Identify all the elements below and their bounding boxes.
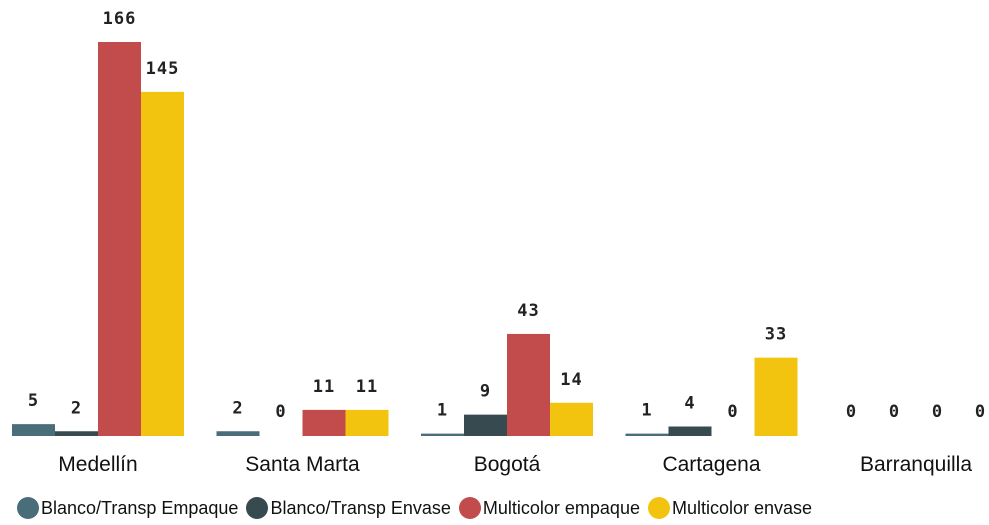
legend-swatch bbox=[647, 497, 670, 519]
legend-item: Multicolor empaque bbox=[458, 497, 640, 519]
legend: Blanco/Transp Empaque Blanco/Transp Envas… bbox=[0, 497, 989, 519]
category-labels-layer: Medellín Santa Marta Bogotá Cartagena Barran… bbox=[58, 453, 972, 476]
value-label-bogota--blanco-transp-envase: 9 bbox=[480, 382, 491, 402]
bar-santa-marta-multicolor-empaque bbox=[302, 409, 346, 436]
value-label-bogota--blanco-transp-empaque: 1 bbox=[437, 401, 448, 421]
category-label: Cartagena bbox=[662, 453, 760, 476]
legend-label: Multicolor envase bbox=[671, 497, 813, 518]
value-label-cartagena-multicolor-envase: 33 bbox=[765, 325, 787, 345]
category-label: Medellín bbox=[58, 453, 137, 476]
bar-medelli-n-multicolor-envase bbox=[141, 91, 184, 436]
value-label-cartagena-blanco-transp-envase: 4 bbox=[684, 394, 695, 414]
legend-label: Blanco/Transp Envase bbox=[270, 497, 451, 518]
category-label: Barranquilla bbox=[860, 453, 972, 476]
category-label: Bogotá bbox=[474, 453, 541, 476]
value-label-santa-marta-multicolor-envase: 11 bbox=[356, 377, 378, 397]
bar-medelli-n-multicolor-empaque bbox=[98, 42, 141, 436]
bar-bogota--multicolor-empaque bbox=[507, 333, 550, 436]
value-label-medelli-n-multicolor-empaque: 166 bbox=[103, 9, 137, 29]
bar-santa-marta-blanco-transp-empaque bbox=[216, 431, 260, 436]
value-label-santa-marta-blanco-transp-empaque: 2 bbox=[232, 398, 243, 418]
value-label-medelli-n-multicolor-envase: 145 bbox=[146, 59, 180, 79]
bars-layer bbox=[12, 42, 798, 436]
value-label-santa-marta-blanco-transp-envase: 0 bbox=[275, 402, 286, 422]
legend-item: Multicolor envase bbox=[647, 497, 813, 519]
value-label-cartagena-multicolor-empaque: 0 bbox=[727, 402, 738, 422]
legend-swatch bbox=[458, 497, 481, 519]
bar-cartagena-multicolor-envase bbox=[754, 357, 798, 436]
value-label-barranquilla-blanco-transp-envase: 0 bbox=[889, 402, 900, 422]
legend-label: Blanco/Transp Empaque bbox=[41, 497, 239, 518]
bar-cartagena-blanco-transp-empaque bbox=[625, 433, 669, 436]
legend-item: Blanco/Transp Envase bbox=[246, 497, 451, 519]
bar-santa-marta-multicolor-envase bbox=[345, 409, 389, 436]
bar-bogota--multicolor-envase bbox=[550, 402, 593, 436]
value-label-barranquilla-multicolor-envase: 0 bbox=[975, 402, 986, 422]
bar-bogota--blanco-transp-empaque bbox=[421, 433, 464, 436]
value-label-barranquilla-multicolor-empaque: 0 bbox=[932, 402, 943, 422]
bar-medelli-n-blanco-transp-envase bbox=[55, 431, 98, 436]
legend-swatch bbox=[17, 497, 39, 519]
bar-cartagena-blanco-transp-envase bbox=[668, 426, 712, 436]
value-label-cartagena-blanco-transp-empaque: 1 bbox=[641, 401, 652, 421]
legend-swatch bbox=[246, 497, 269, 519]
value-label-barranquilla-blanco-transp-empaque: 0 bbox=[846, 402, 857, 422]
value-label-santa-marta-multicolor-empaque: 11 bbox=[313, 377, 335, 397]
value-label-bogota--multicolor-empaque: 43 bbox=[517, 301, 539, 321]
value-label-bogota--multicolor-envase: 14 bbox=[560, 370, 582, 390]
category-label: Santa Marta bbox=[245, 453, 360, 476]
bar-bogota--blanco-transp-envase bbox=[464, 414, 507, 436]
legend-item: Blanco/Transp Empaque bbox=[17, 497, 238, 519]
value-label-medelli-n-blanco-transp-empaque: 5 bbox=[28, 391, 39, 411]
value-label-medelli-n-blanco-transp-envase: 2 bbox=[71, 398, 82, 418]
legend-label: Multicolor empaque bbox=[482, 497, 640, 518]
bar-medelli-n-blanco-transp-empaque bbox=[12, 424, 55, 436]
